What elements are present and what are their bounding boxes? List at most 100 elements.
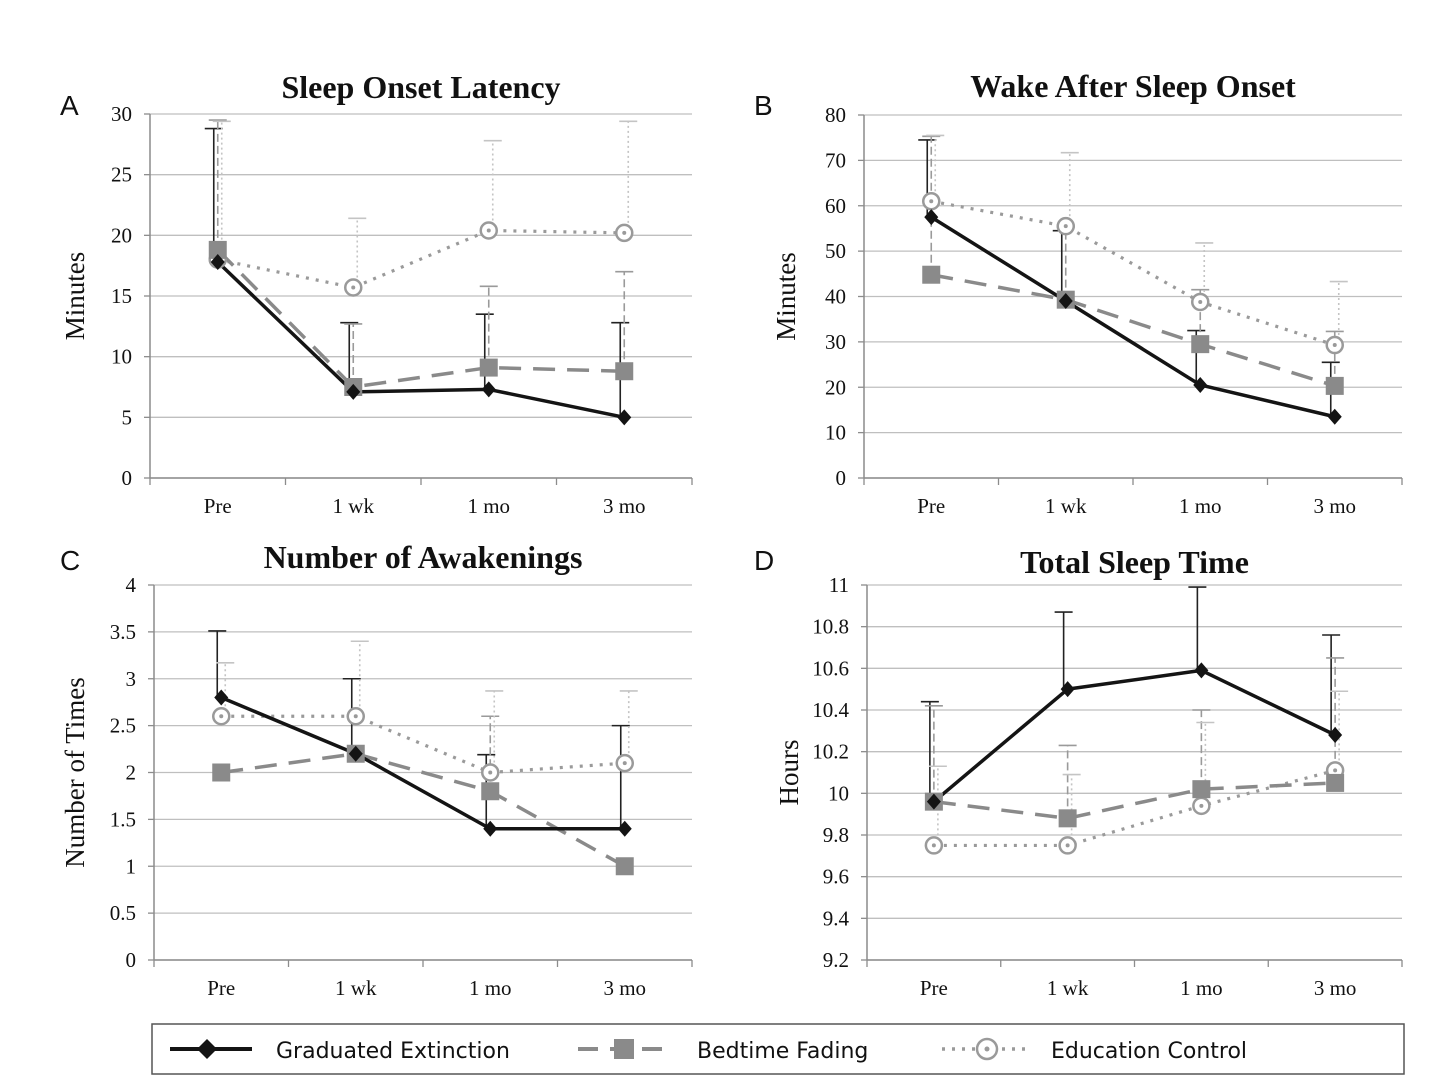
- legend-item-education-control: Education Control: [942, 1037, 1247, 1064]
- x-tick-label: 3 mo: [1313, 494, 1356, 518]
- data-point-education-control-center: [1198, 299, 1203, 304]
- series-line-bedtime-fading: [933, 781, 1336, 821]
- panel-letter: B: [754, 90, 773, 121]
- data-point-graduated-extinction: [214, 689, 229, 706]
- data-point-graduated-extinction: [1194, 662, 1209, 679]
- data-point-graduated-extinction: [617, 820, 632, 837]
- series-line-graduated-extinction: [216, 260, 625, 420]
- panel-letter: C: [60, 545, 80, 576]
- legend-square-marker: [614, 1039, 634, 1059]
- panel-letter: D: [754, 545, 774, 576]
- data-point-graduated-extinction: [1328, 727, 1343, 743]
- x-tick-label: Pre: [204, 494, 232, 518]
- y-axis-label: Minutes: [60, 252, 90, 341]
- y-tick-label: 10.6: [812, 656, 849, 680]
- legend-item-bedtime-fading: Bedtime Fading: [578, 1039, 868, 1064]
- y-tick-label: 11: [829, 573, 849, 597]
- series-line-bedtime-fading: [930, 272, 1336, 388]
- legend-diamond-marker: [197, 1039, 217, 1059]
- series-line-education-control: [217, 228, 625, 290]
- data-point-graduated-extinction: [210, 254, 225, 271]
- data-point-bedtime-fading: [1192, 780, 1211, 799]
- data-point-education-control-center: [929, 199, 934, 204]
- y-tick-label: 25: [111, 163, 132, 187]
- data-point-education-control-center: [351, 285, 356, 290]
- y-axis-label: Number of Times: [60, 677, 90, 868]
- legend-label-education-control: Education Control: [1051, 1039, 1247, 1064]
- data-point-graduated-extinction: [924, 209, 939, 226]
- data-point-graduated-extinction: [1193, 376, 1208, 393]
- data-point-bedtime-fading: [1058, 809, 1077, 828]
- x-tick-label: 1 wk: [1047, 976, 1089, 1000]
- x-tick-label: 1 wk: [333, 494, 375, 518]
- x-tick-label: 1 mo: [467, 494, 510, 518]
- y-tick-label: 50: [825, 239, 846, 263]
- y-tick-label: 0: [122, 466, 133, 490]
- y-tick-label: 10.8: [812, 615, 849, 639]
- data-point-bedtime-fading: [481, 782, 500, 801]
- panel-d: D Total Sleep Time Hours 9.2 9.4 9.6 9.8 10 10.2…: [754, 544, 1403, 1000]
- chart-title: Sleep Onset Latency: [281, 69, 560, 105]
- data-point-education-control-center: [219, 714, 224, 719]
- data-point-bedtime-fading: [922, 265, 941, 284]
- x-tick-label: 3 mo: [603, 494, 646, 518]
- data-point-bedtime-fading: [615, 857, 634, 876]
- y-tick-label: 3: [126, 667, 137, 691]
- series-line-education-control: [930, 199, 1336, 347]
- chart-title: Number of Awakenings: [264, 539, 583, 575]
- data-point-education-control-center: [488, 770, 493, 775]
- data-point-education-control-center: [1065, 843, 1070, 848]
- y-tick-label: 9.4: [823, 906, 850, 930]
- y-tick-label: 1.5: [110, 807, 136, 831]
- y-tick-label: 10: [111, 345, 132, 369]
- data-point-bedtime-fading: [1191, 335, 1210, 354]
- data-point-bedtime-fading: [1325, 376, 1344, 395]
- legend-circle-dot: [984, 1046, 990, 1052]
- data-point-graduated-extinction: [346, 383, 361, 400]
- panel-letter: A: [60, 90, 79, 121]
- x-tick-label: 1 wk: [335, 976, 377, 1000]
- x-tick-label: Pre: [917, 494, 945, 518]
- series-line-bedtime-fading: [221, 752, 626, 868]
- y-tick-label: 10: [825, 421, 846, 445]
- y-tick-label: 9.6: [823, 865, 849, 889]
- data-point-graduated-extinction: [926, 793, 941, 810]
- panel-a: A Sleep Onset Latency Minutes 0 5 10 15 20 25 30 P…: [60, 69, 693, 518]
- data-point-graduated-extinction: [483, 820, 498, 837]
- panel-b: B Wake After Sleep Onset Minutes 0 10 20 30 40 5…: [754, 68, 1403, 518]
- y-tick-label: 0: [836, 466, 847, 490]
- y-tick-label: 10: [828, 781, 849, 805]
- y-tick-label: 3.5: [110, 620, 136, 644]
- data-point-bedtime-fading: [479, 358, 498, 377]
- data-point-graduated-extinction: [1327, 408, 1342, 425]
- data-point-education-control-center: [486, 228, 491, 233]
- data-point-education-control-center: [1332, 343, 1337, 348]
- data-point-education-control-center: [353, 714, 358, 719]
- x-tick-label: 1 mo: [1180, 976, 1223, 1000]
- data-point-bedtime-fading: [615, 362, 634, 381]
- y-tick-label: 0.5: [110, 901, 136, 925]
- data-point-education-control-center: [1333, 768, 1338, 773]
- legend: Graduated Extinction Bedtime Fading Educ…: [151, 1023, 1405, 1075]
- data-point-graduated-extinction: [617, 409, 632, 426]
- data-point-bedtime-fading: [1326, 773, 1345, 792]
- y-tick-label: 10.4: [812, 698, 849, 722]
- y-tick-label: 80: [825, 103, 846, 127]
- data-point-education-control-center: [1199, 803, 1204, 808]
- y-tick-label: 20: [111, 223, 132, 247]
- series-line-education-control: [933, 768, 1336, 848]
- data-point-graduated-extinction: [1058, 293, 1073, 310]
- y-tick-label: 60: [825, 194, 846, 218]
- data-point-education-control-center: [622, 761, 627, 766]
- chart-title: Wake After Sleep Onset: [970, 68, 1296, 104]
- data-point-education-control-center: [1063, 224, 1068, 229]
- y-tick-label: 2: [126, 761, 137, 785]
- y-tick-label: 2.5: [110, 714, 136, 738]
- legend-label-bedtime-fading: Bedtime Fading: [697, 1039, 868, 1064]
- data-point-graduated-extinction: [1060, 681, 1075, 698]
- y-axis-label: Hours: [774, 740, 804, 806]
- y-tick-label: 1: [126, 854, 137, 878]
- y-tick-label: 40: [825, 285, 846, 309]
